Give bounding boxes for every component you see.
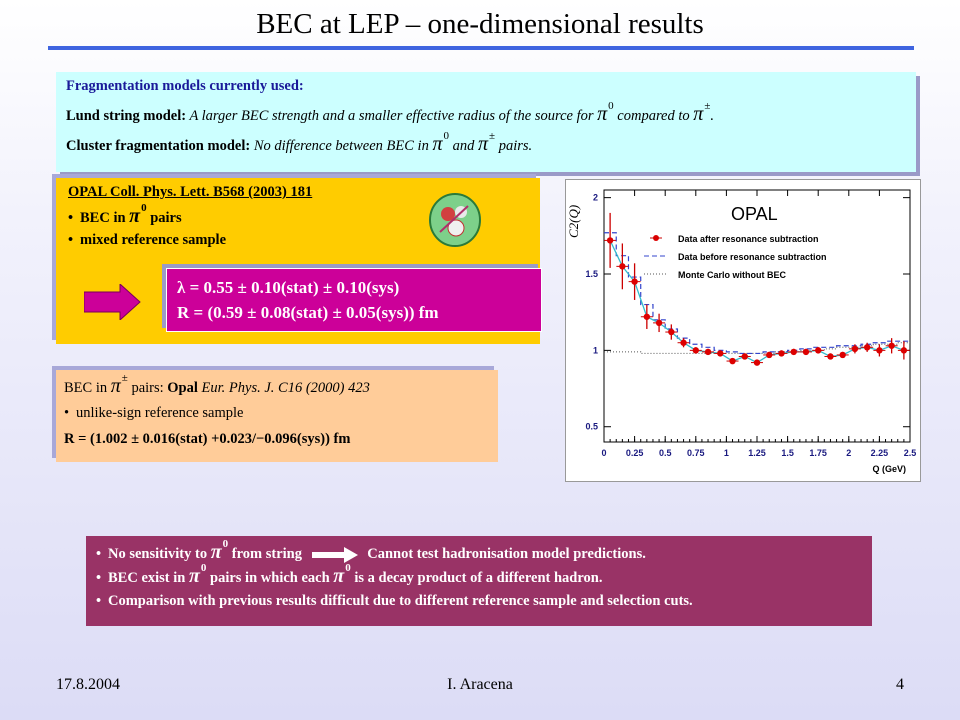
data-point [863,344,871,351]
conclusion-2: • BEC exist in π0 pairs in which each π0 … [96,562,603,587]
x-axis-label: Q (GeV) [872,464,906,474]
data-point [729,357,736,365]
data-point [753,359,761,366]
chart-svg: 0 0.25 0.5 0.75 1 1.25 1.5 1.75 2 2.25 2.5 0.5 1 1.5 2… [566,189,917,474]
pi-pm-symbol: π± [693,100,711,125]
pi-zero-symbol: π0 [188,562,207,587]
page-title: BEC at LEP – one-dimensional results [256,8,704,40]
x-tick-label: 1.5 [781,448,794,458]
x-tick-label: 2.25 [871,448,889,458]
legend-entry: Data after resonance subtraction [678,234,819,244]
data-point [900,347,908,354]
lund-text-b: compared to [617,108,690,124]
x-tick-label: 1 [724,448,729,458]
x-tick-label: 1.75 [809,448,827,458]
conclusions-panel: • No sensitivity to π0 from string Cannot… [86,536,872,626]
data-point [766,351,773,359]
data-point [790,348,797,356]
data-point [643,313,651,320]
lund-line: Lund string model: A larger BEC strength… [66,100,906,125]
y-tick-label: 1.5 [585,269,598,279]
lund-text-c: . [710,108,714,124]
pm-r-line: R = (1.002 ± 0.016(stat) +0.023/−0.096(s… [64,431,351,447]
data-point [619,263,626,270]
opal-reference: OPAL Coll. Phys. Lett. B568 (2003) 181 [68,184,313,200]
data-point [655,319,663,327]
x-tick-label: 0.25 [626,448,644,458]
lund-text-a: A larger BEC strength and a smaller effe… [189,108,594,124]
opal-bullet-2: • mixed reference sample [68,232,227,248]
pm-bullet: • unlike-sign reference sample [64,405,244,421]
data-point [606,237,614,244]
data-point [827,353,834,360]
pi-pm-symbol: π± [110,372,128,397]
opal-logo [429,193,481,247]
opal-bullet-1: • BEC in π0 pairs [68,202,182,227]
conclusion-3: • Comparison with previous results diffic… [96,593,693,609]
data-point [888,342,895,349]
frag-heading: Fragmentation models currently used: [66,78,304,94]
x-tick-label: 2 [846,448,851,458]
lund-label: Lund string model: [66,108,187,124]
data-point [851,345,859,353]
r-line: R = (0.59 ± 0.08(stat) ± 0.05(sys)) fm [177,303,439,322]
pi-zero-symbol: π0 [333,562,351,587]
title-rule [48,46,914,50]
before-series-line [604,232,910,355]
x-tick-label: 0 [601,448,606,458]
x-tick-label: 2.5 [904,448,917,458]
y-tick-label: 0.5 [585,422,598,432]
lambda-r-result: λ = 0.55 ± 0.10(stat) ± 0.10(sys) R = (0… [166,268,542,332]
data-point [631,278,638,285]
legend-entry: Monte Carlo without BEC [678,270,786,280]
lambda-line: λ = 0.55 ± 0.10(stat) ± 0.10(sys) [177,278,400,297]
data-point [802,348,810,356]
pi-zero-symbol: π0 [210,538,229,563]
cluster-text-a: No difference between BEC in [253,138,429,154]
y-tick-label: 2 [593,193,598,203]
page-number: 4 [896,676,904,693]
chart-title: OPAL [731,204,778,224]
pm-reference: Eur. Phys. J. C16 (2000) 423 [201,380,370,396]
cluster-label: Cluster fragmentation model: [66,138,251,154]
pi-zero-symbol: π0 [432,130,449,155]
right-arrow-icon [84,284,141,320]
charged-pion-panel: BEC in π± pairs: Opal Eur. Phys. J. C16 … [56,370,498,462]
conclusion-1: • No sensitivity to π0 from string Cannot… [96,538,646,563]
pm-line-1: BEC in π± pairs: Opal Eur. Phys. J. C16 … [64,372,370,397]
pi-pm-symbol: π± [478,130,496,155]
data-point [839,351,846,359]
y-tick-label: 1 [593,345,598,355]
cluster-text-c: pairs. [498,138,533,154]
data-point [668,328,675,336]
data-point [778,350,785,357]
x-tick-label: 0.5 [659,448,672,458]
pi-zero-symbol: π0 [597,100,614,125]
right-arrow-icon [311,546,358,563]
data-point [876,347,883,354]
data-point [680,339,687,346]
opal-c2-plot: 0 0.25 0.5 0.75 1 1.25 1.5 1.75 2 2.25 2.5 0.5 1 1.5 2… [565,179,921,482]
y-axis-label: C2(Q) [566,205,581,238]
data-point [815,347,822,354]
data-point [717,350,724,357]
opal-label: Opal [167,380,198,396]
footer-date: 17.8.2004 [56,676,120,693]
data-point [692,347,699,354]
x-tick-label: 0.75 [687,448,705,458]
cluster-text-b: and [452,138,475,154]
cluster-line: Cluster fragmentation model: No differen… [66,130,906,155]
x-tick-label: 1.25 [748,448,766,458]
pi-zero-symbol: π0 [129,202,147,227]
footer-author: I. Aracena [447,676,513,693]
data-point [704,348,712,356]
fragmentation-panel: Fragmentation models currently used: Lun… [56,72,916,172]
data-point [741,353,748,360]
legend-entry: Data before resonance subtraction [678,252,827,262]
